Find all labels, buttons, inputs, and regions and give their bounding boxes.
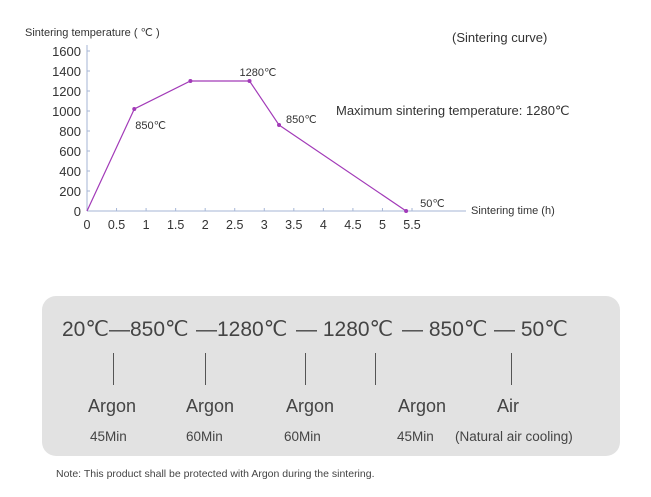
process-temp-4: — 1280℃ bbox=[296, 318, 394, 341]
data-label: 850℃ bbox=[135, 120, 166, 132]
y-tick-label: 1600 bbox=[52, 44, 81, 59]
process-temp-5: — 850℃ bbox=[402, 318, 488, 341]
process-duration-3: 60Min bbox=[284, 429, 321, 444]
x-tick-label: 1.5 bbox=[167, 218, 184, 232]
process-temp-1: 20℃— bbox=[62, 318, 130, 341]
data-point bbox=[247, 79, 252, 83]
process-panel bbox=[42, 296, 620, 456]
x-tick-label: 4 bbox=[320, 218, 327, 232]
data-label: 1280℃ bbox=[240, 67, 277, 79]
y-tick-label: 200 bbox=[59, 184, 81, 199]
data-point bbox=[277, 123, 282, 127]
y-tick-label: 1000 bbox=[52, 104, 81, 119]
process-gas-1: Argon bbox=[88, 396, 137, 416]
process-duration-1: 45Min bbox=[90, 429, 127, 444]
x-tick-label: 4.5 bbox=[344, 218, 361, 232]
data-point bbox=[188, 79, 193, 83]
x-tick-label: 3 bbox=[261, 218, 268, 232]
process-temp-3: —1280℃ bbox=[196, 318, 288, 341]
x-tick-label: 5.5 bbox=[403, 218, 420, 232]
chart-subtitle: Maximum sintering temperature: 1280℃ bbox=[336, 103, 570, 118]
y-tick-label: 1200 bbox=[52, 84, 81, 99]
chart-title: (Sintering curve) bbox=[452, 30, 547, 45]
data-point bbox=[132, 107, 137, 111]
process-temp-2: 850℃ bbox=[130, 318, 189, 341]
y-tick-label: 800 bbox=[59, 124, 81, 139]
y-tick-label: 1400 bbox=[52, 64, 81, 79]
data-label: 50℃ bbox=[420, 198, 445, 210]
footnote: Note: This product shall be protected wi… bbox=[56, 468, 375, 480]
x-tick-label: 2 bbox=[202, 218, 209, 232]
process-divider-1 bbox=[113, 353, 114, 385]
x-tick-label: 2.5 bbox=[226, 218, 243, 232]
process-temp-6: — 50℃ bbox=[494, 318, 568, 341]
process-gas-2: Argon bbox=[186, 396, 235, 416]
process-divider-4 bbox=[375, 353, 376, 385]
process-duration-5: (Natural air cooling) bbox=[455, 429, 573, 444]
process-gas-5: Air bbox=[497, 396, 519, 416]
x-tick-label: 0.5 bbox=[108, 218, 125, 232]
y-tick-labels: 0 200 400 600 800 1000 1200 1400 1600 bbox=[52, 44, 81, 219]
chart-annotations: 850℃ 1280℃ 850℃ 50℃ bbox=[135, 67, 444, 210]
data-point bbox=[404, 209, 409, 213]
process-divider-2 bbox=[205, 353, 206, 385]
x-axis-label: Sintering time (h) bbox=[471, 205, 555, 217]
series-line bbox=[86, 80, 407, 212]
x-tick-label: 0 bbox=[84, 218, 91, 232]
y-tick-label: 600 bbox=[59, 144, 81, 159]
process-divider-5 bbox=[511, 353, 512, 385]
process-gas-3: Argon bbox=[286, 396, 335, 416]
x-tick-label: 1 bbox=[143, 218, 150, 232]
x-tick-label: 3.5 bbox=[285, 218, 302, 232]
sintering-chart: Sintering temperature ( ℃ ) (Sintering c… bbox=[25, 27, 570, 232]
chart-series bbox=[86, 79, 409, 213]
process-duration-4: 45Min bbox=[397, 429, 434, 444]
process-gas-4: Argon bbox=[398, 396, 447, 416]
y-tick-label: 0 bbox=[74, 204, 81, 219]
process-divider-3 bbox=[305, 353, 306, 385]
y-axis-label: Sintering temperature ( ℃ ) bbox=[25, 27, 160, 39]
x-tick-label: 5 bbox=[379, 218, 386, 232]
data-label: 850℃ bbox=[286, 114, 317, 126]
process-duration-2: 60Min bbox=[186, 429, 223, 444]
y-tick-label: 400 bbox=[59, 164, 81, 179]
x-tick-labels: 0 0.5 1 1.5 2 2.5 3 3.5 4 4.5 5 5.5 bbox=[84, 218, 421, 232]
